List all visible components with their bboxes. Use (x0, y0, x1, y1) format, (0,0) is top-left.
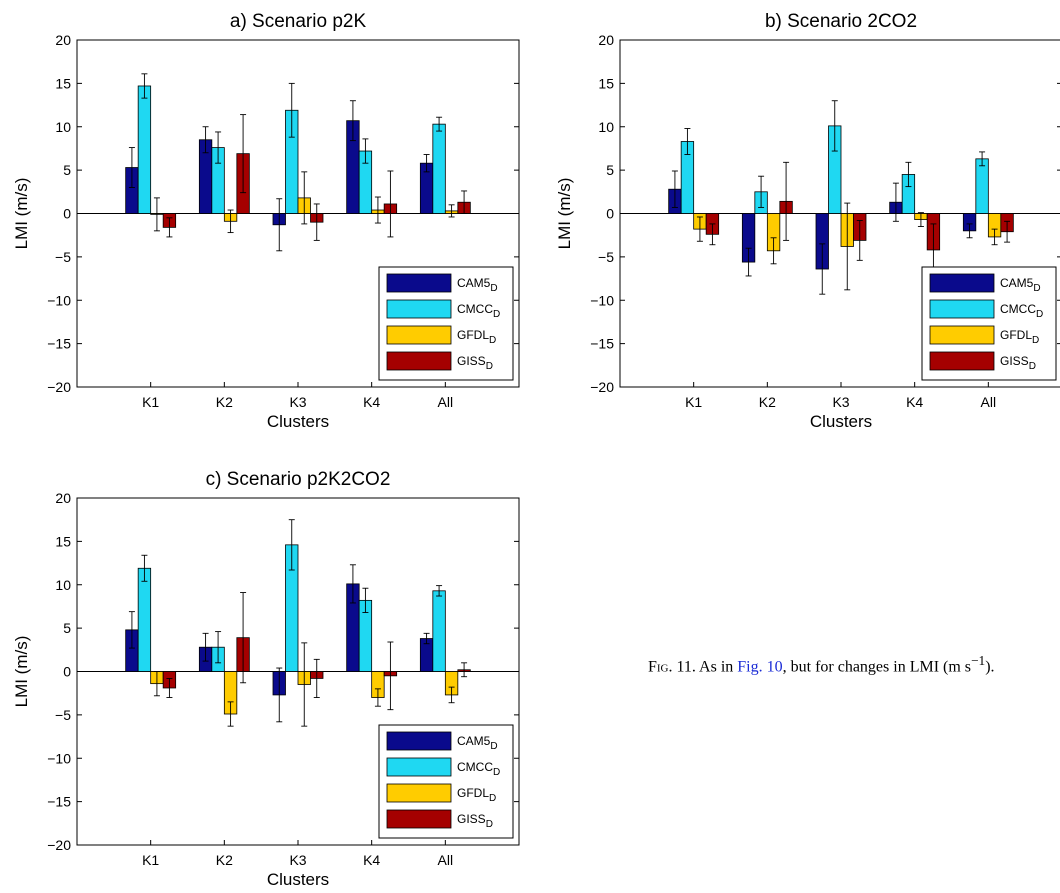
legend: CAM5D CMCCD GFDLD GISSD (921, 266, 1057, 381)
y-tick-label: −15 (47, 336, 71, 352)
legend-swatch (386, 351, 452, 371)
x-tick-label: K2 (759, 394, 776, 410)
y-tick-label: 0 (63, 206, 71, 222)
y-tick-label: 20 (598, 32, 614, 48)
caption-text-after-link: , but for changes in LMI (m s (782, 658, 972, 676)
chart-title: c) Scenario p2K2CO2 (206, 469, 391, 490)
y-tick-label: −5 (55, 707, 71, 723)
x-tick-label: K1 (685, 394, 702, 410)
x-tick-label: K4 (363, 394, 380, 410)
legend-swatch (386, 273, 452, 293)
y-tick-label: 15 (55, 533, 71, 549)
x-axis-label: Clusters (810, 412, 872, 431)
x-tick-label: K2 (216, 852, 233, 868)
x-tick-label: All (438, 394, 454, 410)
legend-label: GFDLD (1000, 328, 1039, 346)
legend-label: GISSD (457, 812, 493, 830)
y-tick-label: 15 (598, 75, 614, 91)
legend: CAM5D CMCCD GFDLD GISSD (378, 724, 514, 839)
caption-prefix: Fig. 11. (648, 658, 696, 676)
y-tick-label: 20 (55, 32, 71, 48)
y-axis-label: LMI (m/s) (12, 636, 31, 708)
legend-label: CAM5D (457, 276, 498, 294)
chart-panel-3: −20 −15 −10 −5 0 5 10 15 20 K1 K2 K3 K4 All c) Scenari… (12, 469, 520, 889)
x-tick-label: K1 (142, 852, 159, 868)
y-tick-label: 0 (63, 664, 71, 680)
figure-caption: Fig. 11. As in Fig. 10, but for changes … (648, 653, 1060, 676)
y-tick-label: 5 (63, 620, 71, 636)
bar-cmcc_d (137, 567, 152, 672)
y-tick-label: 5 (63, 162, 71, 178)
bar-cmcc_d (975, 158, 989, 214)
x-tick-label: K1 (142, 394, 159, 410)
y-tick-label: 10 (55, 577, 71, 593)
y-tick-label: −10 (47, 750, 71, 766)
legend-swatch (386, 757, 452, 777)
y-axis-label: LMI (m/s) (555, 178, 574, 250)
x-axis-label: Clusters (267, 870, 329, 889)
caption-exponent: −1 (971, 653, 986, 668)
y-tick-label: −10 (47, 292, 71, 308)
chart-panel-1: −20 −15 −10 −5 0 5 10 15 20 K1 K2 K3 K4 All a) Scenari… (12, 11, 520, 431)
y-tick-label: −5 (598, 249, 614, 265)
y-tick-label: 10 (598, 119, 614, 135)
x-tick-label: K3 (289, 852, 306, 868)
bar-cmcc_d (432, 590, 446, 672)
legend-swatch (929, 299, 995, 319)
legend-swatch (386, 325, 452, 345)
legend-swatch (386, 783, 452, 803)
caption-figure-link[interactable]: Fig. 10 (737, 658, 783, 676)
y-tick-label: −15 (47, 794, 71, 810)
y-tick-label: −15 (590, 336, 614, 352)
y-tick-label: 20 (55, 490, 71, 506)
y-tick-label: −5 (55, 249, 71, 265)
y-tick-label: −10 (590, 292, 614, 308)
x-axis-label: Clusters (267, 412, 329, 431)
bar-cmcc_d (137, 85, 152, 214)
legend-label: CAM5D (457, 734, 498, 752)
legend-swatch (386, 299, 452, 319)
chart-title: b) Scenario 2CO2 (765, 11, 917, 32)
x-tick-label: K4 (906, 394, 923, 410)
legend-label: CMCCD (1000, 302, 1043, 320)
legend-swatch (386, 731, 452, 751)
chart-panel-2: −20 −15 −10 −5 0 5 10 15 20 K1 K2 K3 K4 All b) Scenari… (555, 11, 1060, 431)
legend-label: GFDLD (457, 328, 496, 346)
legend-label: GISSD (457, 354, 493, 372)
legend-label: CMCCD (457, 760, 500, 778)
bar-cmcc_d (432, 123, 446, 214)
legend-label: GISSD (1000, 354, 1036, 372)
legend-swatch (929, 325, 995, 345)
y-tick-label: 15 (55, 75, 71, 91)
x-tick-label: All (438, 852, 454, 868)
y-tick-label: 10 (55, 119, 71, 135)
x-tick-label: K4 (363, 852, 380, 868)
x-tick-label: K3 (832, 394, 849, 410)
legend-label: CAM5D (1000, 276, 1041, 294)
y-tick-label: −20 (590, 379, 614, 395)
y-tick-label: 5 (606, 162, 614, 178)
caption-text-before-link: As in (699, 658, 734, 676)
y-tick-label: −20 (47, 837, 71, 853)
legend-swatch (386, 809, 452, 829)
caption-close: ). (985, 658, 995, 676)
legend: CAM5D CMCCD GFDLD GISSD (378, 266, 514, 381)
y-axis-label: LMI (m/s) (12, 178, 31, 250)
legend-label: CMCCD (457, 302, 500, 320)
x-tick-label: All (981, 394, 997, 410)
y-tick-label: −20 (47, 379, 71, 395)
legend-label: GFDLD (457, 786, 496, 804)
chart-title: a) Scenario p2K (230, 11, 367, 32)
legend-swatch (929, 351, 995, 371)
x-tick-label: K2 (216, 394, 233, 410)
y-tick-label: 0 (606, 206, 614, 222)
legend-swatch (929, 273, 995, 293)
x-tick-label: K3 (289, 394, 306, 410)
